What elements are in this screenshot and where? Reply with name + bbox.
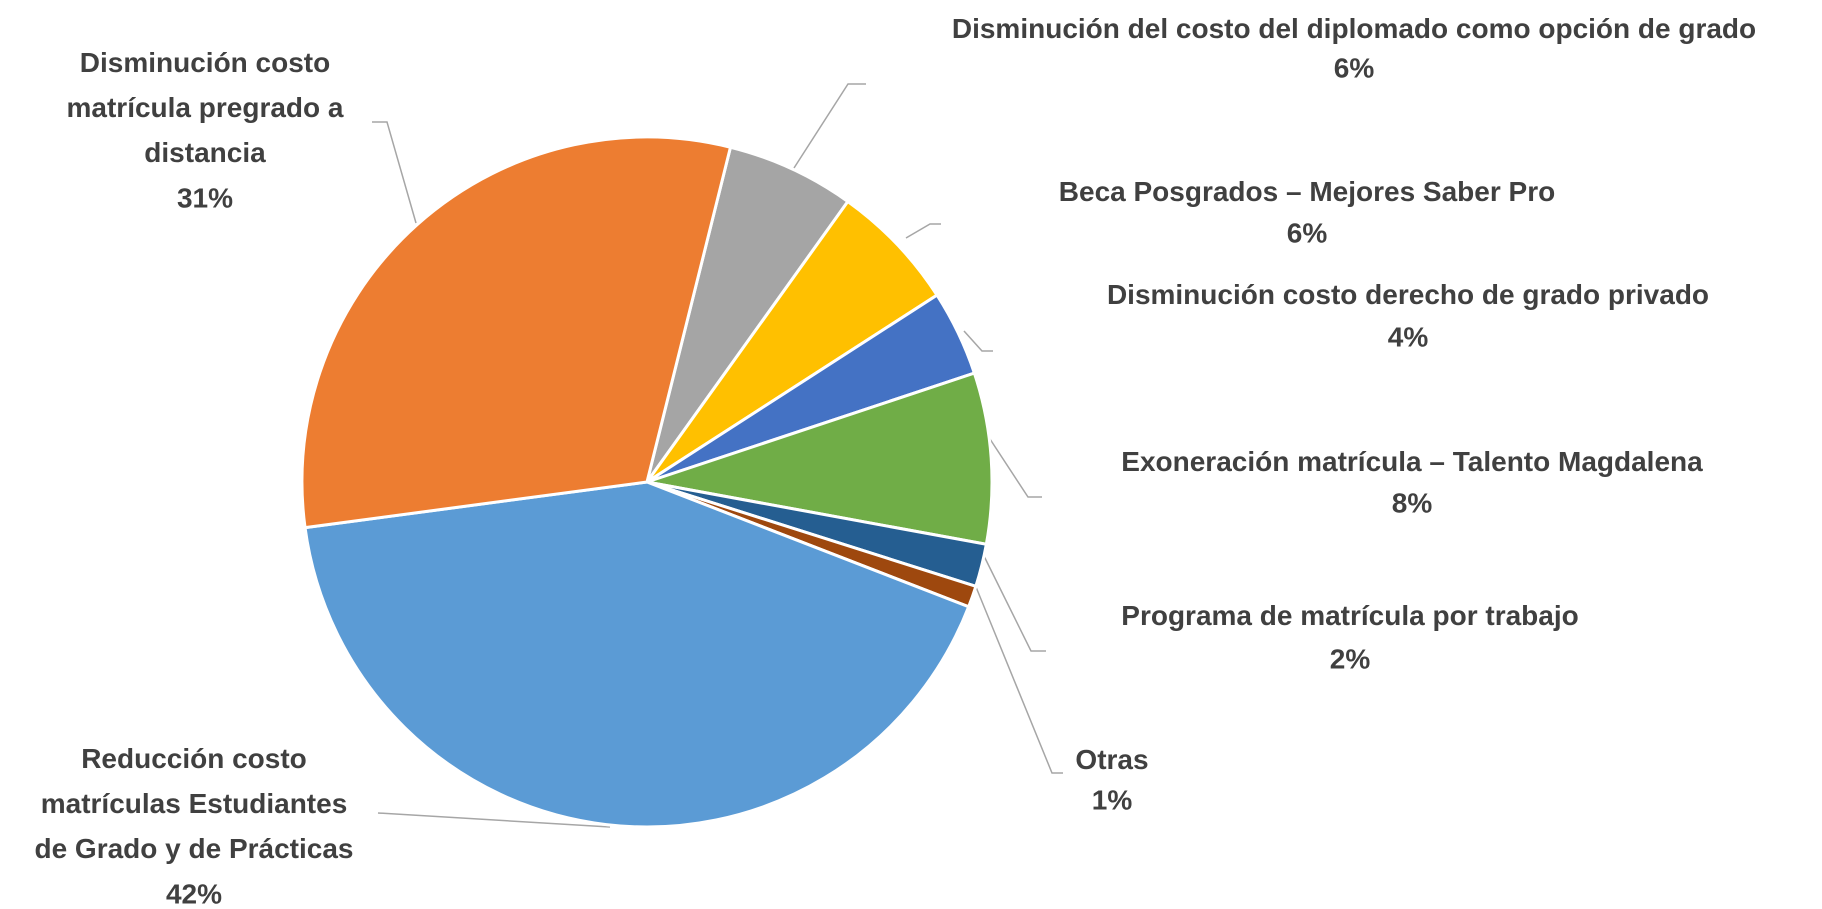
leader-line	[987, 435, 1042, 498]
data-label-value: 8%	[1392, 487, 1433, 518]
data-label-value: 42%	[166, 878, 222, 909]
label-line: Reducción costo	[81, 743, 307, 774]
leader-line	[963, 330, 993, 352]
pie-slice	[303, 480, 971, 829]
pie-slice	[645, 145, 850, 483]
data-label-name: Beca Posgrados – Mejores Saber Pro	[1059, 176, 1555, 207]
data-label-name: Disminución costo matrícula pregrado a dis…	[67, 47, 344, 168]
pie-slice	[645, 199, 940, 484]
data-label-name: Programa de matrícula por trabajo	[1121, 600, 1578, 631]
pie-slice	[300, 135, 733, 530]
label-line: Disminución del costo del diplomado como…	[952, 13, 1756, 44]
label-line: Programa de matrícula por trabajo	[1121, 600, 1578, 631]
leader-line	[975, 586, 1063, 774]
data-label-name: Reducción costo matrículas Estudiantes de …	[34, 743, 353, 864]
data-label-value: 6%	[1334, 52, 1375, 83]
label-line: matrículas Estudiantes	[41, 788, 348, 819]
label-line: de Grado y de Prácticas	[34, 833, 353, 864]
label-line: Exoneración matrícula – Talento Magdalen…	[1121, 446, 1703, 477]
data-label-name: Disminución del costo del diplomado como…	[952, 13, 1756, 44]
leader-line	[981, 551, 1046, 652]
label-line: Beca Posgrados – Mejores Saber Pro	[1059, 176, 1555, 207]
data-label-name: Exoneración matrícula – Talento Magdalen…	[1121, 446, 1703, 477]
data-label-value: 1%	[1092, 784, 1133, 815]
data-label-name: Otras	[1075, 744, 1148, 775]
label-line: Disminución costo	[80, 47, 330, 78]
data-label-value: 31%	[177, 182, 233, 213]
data-label-value: 6%	[1287, 217, 1328, 248]
label-line: Disminución costo derecho de grado priva…	[1107, 279, 1709, 310]
leader-line	[905, 223, 941, 239]
data-label-value: 2%	[1330, 643, 1371, 674]
pie-slice	[646, 371, 994, 547]
label-line: matrícula pregrado a	[67, 92, 344, 123]
data-label-name: Disminución costo derecho de grado priva…	[1107, 279, 1709, 310]
leader-line	[793, 83, 866, 169]
leader-line	[372, 121, 417, 224]
data-label-value: 4%	[1388, 321, 1429, 352]
leader-lines	[372, 83, 1063, 828]
leader-line	[377, 812, 611, 828]
label-line: Otras	[1075, 744, 1148, 775]
label-line: distancia	[144, 137, 266, 168]
